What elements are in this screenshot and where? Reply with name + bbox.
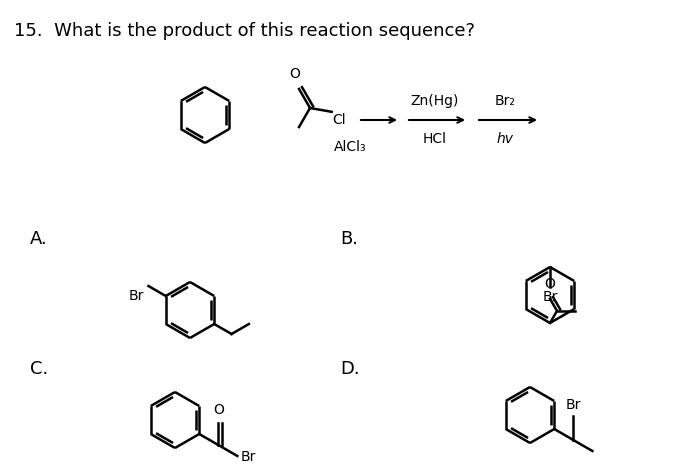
Text: AlCl₃: AlCl₃ [334, 140, 367, 154]
Text: B.: B. [340, 230, 358, 248]
Text: O: O [213, 403, 224, 417]
Text: HCl: HCl [423, 132, 447, 146]
Text: Cl: Cl [333, 113, 346, 127]
Text: hv: hv [496, 132, 513, 146]
Text: Br: Br [543, 290, 558, 304]
Text: Br: Br [240, 450, 256, 464]
Text: Br: Br [566, 398, 581, 412]
Text: A.: A. [30, 230, 48, 248]
Text: Br: Br [129, 289, 144, 303]
Text: O: O [290, 67, 301, 81]
Text: D.: D. [340, 360, 360, 378]
Text: 15.  What is the product of this reaction sequence?: 15. What is the product of this reaction… [14, 22, 475, 40]
Text: C.: C. [30, 360, 48, 378]
Text: Br₂: Br₂ [494, 94, 515, 108]
Text: O: O [545, 277, 556, 291]
Text: Zn(Hg): Zn(Hg) [411, 94, 459, 108]
